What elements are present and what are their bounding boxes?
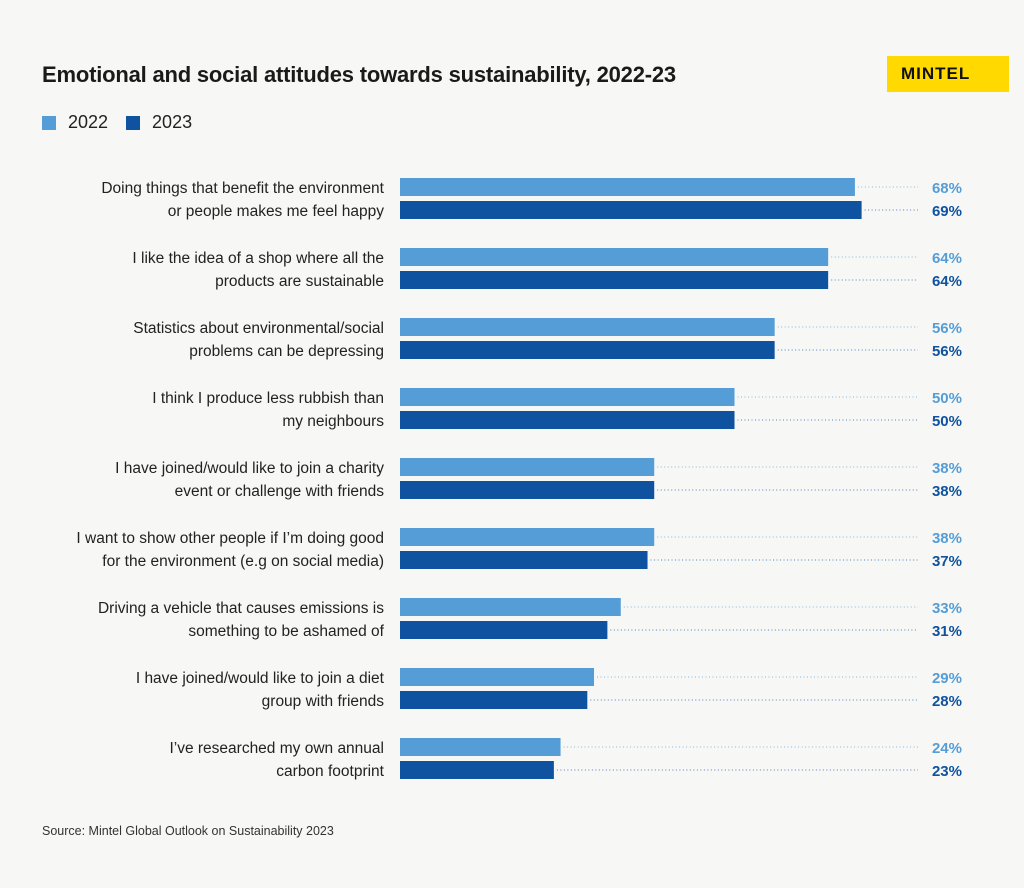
bar-2022 xyxy=(400,178,855,196)
category-label: something to be ashamed of xyxy=(188,623,384,640)
data-label-2023: 64% xyxy=(932,273,962,290)
category-label: I have joined/would like to join a diet xyxy=(136,670,385,687)
data-label-2022: 24% xyxy=(932,740,962,757)
chart-title: Emotional and social attitudes towards s… xyxy=(42,62,676,87)
legend-swatch-2022 xyxy=(42,115,56,130)
data-label-2022: 56% xyxy=(932,320,962,337)
bar-2023 xyxy=(400,341,775,359)
mintel-logo: MINTEL xyxy=(887,56,1009,92)
category-label: products are sustainable xyxy=(215,273,384,290)
category-label: carbon footprint xyxy=(276,763,384,780)
category-label: event or challenge with friends xyxy=(175,483,385,500)
category-label: or people makes me feel happy xyxy=(168,203,385,220)
bar-2023 xyxy=(400,621,608,639)
data-label-2023: 69% xyxy=(932,203,962,220)
data-label-2022: 38% xyxy=(932,460,962,477)
category-label: my neighbours xyxy=(282,413,384,430)
bar-2022 xyxy=(400,318,775,336)
category-label: group with friends xyxy=(262,693,385,710)
data-label-2022: 38% xyxy=(932,530,962,547)
bar-2023 xyxy=(400,761,554,779)
bar-2022 xyxy=(400,598,621,616)
data-label-2022: 64% xyxy=(932,250,962,267)
legend-swatch-2023 xyxy=(126,115,141,130)
data-label-2022: 50% xyxy=(932,390,962,407)
category-label: I think I produce less rubbish than xyxy=(152,390,384,407)
category-label: I have joined/would like to join a chari… xyxy=(115,460,384,477)
data-label-2023: 56% xyxy=(932,343,962,360)
category-label: for the environment (e.g on social media… xyxy=(102,553,384,570)
source-note: Source: Mintel Global Outlook on Sustain… xyxy=(42,824,334,838)
bar-2023 xyxy=(400,201,862,219)
bar-2022 xyxy=(400,388,735,406)
data-label-2022: 33% xyxy=(932,600,962,617)
bar-2023 xyxy=(400,271,829,289)
bar-2022 xyxy=(400,458,655,476)
legend-label-2023: 2023 xyxy=(152,112,193,132)
bar-2022 xyxy=(400,668,595,686)
category-label: problems can be depressing xyxy=(189,343,384,360)
category-label: Driving a vehicle that causes emissions … xyxy=(98,600,384,617)
data-label-2023: 28% xyxy=(932,693,962,710)
legend: 2022 2023 xyxy=(42,112,210,133)
bar-2022 xyxy=(400,738,561,756)
category-label: Doing things that benefit the environmen… xyxy=(101,180,384,197)
bar-2023 xyxy=(400,551,648,569)
bar-2022 xyxy=(400,528,655,546)
data-label-2023: 50% xyxy=(932,413,962,430)
bar-2023 xyxy=(400,411,735,429)
data-label-2022: 29% xyxy=(932,670,962,687)
bar-2023 xyxy=(400,481,655,499)
category-label: I like the idea of a shop where all the xyxy=(132,250,384,267)
category-label: I want to show other people if I’m doing… xyxy=(76,530,384,547)
bar-2022 xyxy=(400,248,829,266)
data-label-2023: 37% xyxy=(932,553,962,570)
data-label-2023: 38% xyxy=(932,483,962,500)
category-label: Statistics about environmental/social xyxy=(133,320,384,337)
legend-label-2022: 2022 xyxy=(68,112,109,132)
bar-2023 xyxy=(400,691,588,709)
category-label: I’ve researched my own annual xyxy=(169,740,384,757)
data-label-2023: 31% xyxy=(932,623,962,640)
data-label-2022: 68% xyxy=(932,180,962,197)
data-label-2023: 23% xyxy=(932,763,962,780)
